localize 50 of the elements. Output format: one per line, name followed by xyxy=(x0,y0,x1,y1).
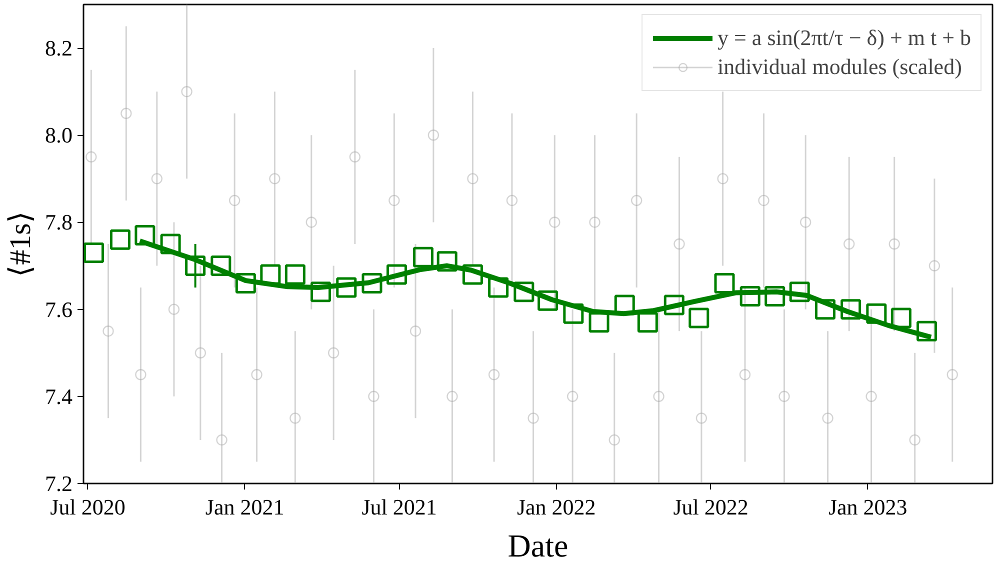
point xyxy=(185,256,206,276)
y-tick-label: 8.2 xyxy=(45,36,72,61)
y-tick-label: 7.8 xyxy=(45,210,72,235)
point xyxy=(840,299,862,320)
x-axis-title: Date xyxy=(508,528,568,564)
y-tick-label: 7.6 xyxy=(45,296,72,322)
x-tick-label: Jan 2021 xyxy=(205,494,284,520)
point xyxy=(134,225,156,246)
point xyxy=(336,277,357,298)
y-axis-title: ⟨#1s⟩ xyxy=(4,211,37,277)
point xyxy=(84,242,104,263)
point xyxy=(514,282,534,302)
point xyxy=(614,294,635,316)
point xyxy=(890,308,912,328)
point xyxy=(538,290,558,311)
y-tick-label: 8.0 xyxy=(45,122,72,148)
point xyxy=(436,251,458,272)
point xyxy=(588,312,610,333)
y-tick-label: 7.2 xyxy=(45,471,72,496)
point xyxy=(386,264,407,285)
point xyxy=(664,294,684,316)
point xyxy=(260,264,281,285)
point xyxy=(764,286,786,307)
point xyxy=(462,264,483,285)
point xyxy=(814,299,836,320)
point xyxy=(284,264,306,285)
point xyxy=(563,303,584,324)
point xyxy=(362,272,382,294)
point xyxy=(740,286,760,307)
x-tick-label: Jul 2022 xyxy=(673,494,748,520)
point xyxy=(110,229,130,250)
point xyxy=(916,320,938,342)
x-tick-label: Jan 2023 xyxy=(828,494,908,520)
point xyxy=(866,303,887,324)
point xyxy=(637,312,658,333)
point xyxy=(714,272,735,294)
point xyxy=(488,277,509,298)
x-tick-label: Jul 2021 xyxy=(362,494,437,520)
point xyxy=(412,246,434,268)
point xyxy=(310,282,332,302)
point xyxy=(210,256,232,276)
y-tick-label: 7.4 xyxy=(45,384,72,409)
point xyxy=(235,272,256,294)
point xyxy=(160,234,181,254)
legend-label: individual modules (scaled) xyxy=(718,54,962,80)
legend-label: y = a sin(2πt/τ − δ) + m t + b xyxy=(718,25,971,51)
x-tick-label: Jan 2022 xyxy=(516,494,596,520)
point xyxy=(789,282,810,302)
point xyxy=(688,308,710,328)
x-tick-label: Jul 2020 xyxy=(50,494,126,520)
